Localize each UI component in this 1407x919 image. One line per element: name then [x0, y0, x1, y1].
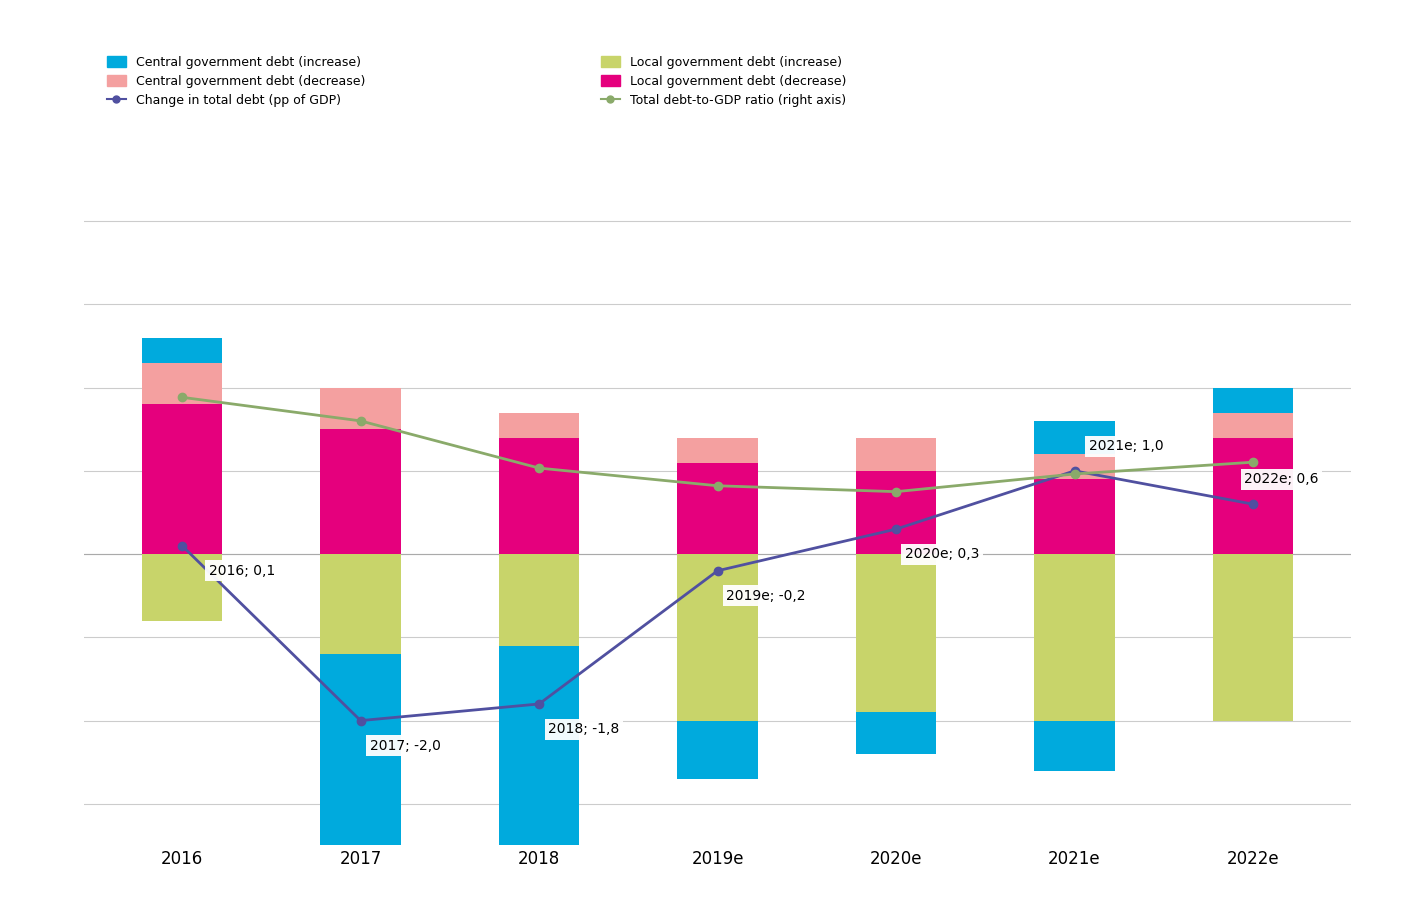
- Bar: [677, 720, 758, 779]
- Text: 2022e; 0,6: 2022e; 0,6: [1244, 472, 1318, 486]
- Text: 2020e; 0,3: 2020e; 0,3: [905, 548, 979, 562]
- Bar: [321, 554, 401, 654]
- Bar: [1034, 554, 1114, 720]
- Bar: [1213, 388, 1293, 413]
- Legend: Local government debt (increase), Local government debt (decrease), Total debt-t: Local government debt (increase), Local …: [597, 52, 850, 111]
- Bar: [499, 646, 580, 845]
- Bar: [321, 654, 401, 887]
- Bar: [1213, 554, 1293, 720]
- Bar: [142, 404, 222, 554]
- Bar: [321, 388, 401, 429]
- Bar: [1213, 437, 1293, 554]
- Bar: [1034, 454, 1114, 479]
- Bar: [855, 554, 936, 712]
- Text: 2016; 0,1: 2016; 0,1: [208, 564, 276, 578]
- Bar: [855, 712, 936, 754]
- Bar: [677, 462, 758, 554]
- Bar: [677, 437, 758, 462]
- Text: 2017; -2,0: 2017; -2,0: [370, 739, 440, 753]
- Text: 2019e; -0,2: 2019e; -0,2: [726, 589, 806, 603]
- Bar: [499, 413, 580, 437]
- Bar: [1213, 413, 1293, 437]
- Text: 2021e; 1,0: 2021e; 1,0: [1089, 439, 1164, 453]
- Bar: [677, 554, 758, 720]
- Bar: [142, 337, 222, 363]
- Bar: [142, 363, 222, 404]
- Text: 2018; -1,8: 2018; -1,8: [547, 722, 619, 736]
- Bar: [1034, 421, 1114, 454]
- Bar: [855, 471, 936, 554]
- Bar: [1034, 479, 1114, 554]
- Bar: [499, 437, 580, 554]
- Bar: [855, 437, 936, 471]
- Bar: [1034, 720, 1114, 770]
- Bar: [499, 554, 580, 646]
- Bar: [321, 429, 401, 554]
- Bar: [142, 554, 222, 620]
